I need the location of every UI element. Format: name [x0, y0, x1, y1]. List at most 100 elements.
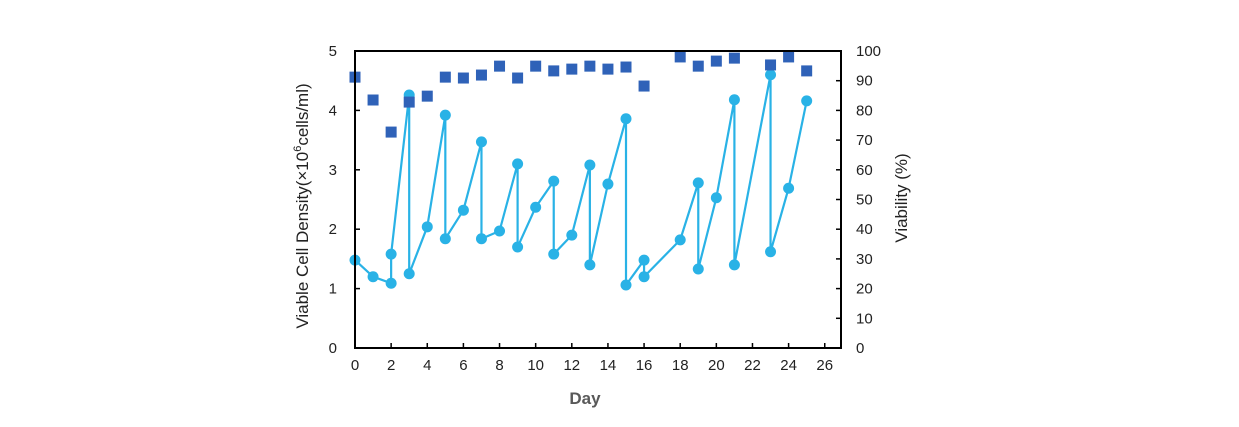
x-tick-label: 2 — [387, 357, 395, 374]
viability-point — [439, 71, 451, 83]
viability-point — [602, 63, 614, 75]
viability-point — [475, 69, 487, 81]
x-tick-label: 6 — [459, 357, 467, 374]
vcd-point — [765, 246, 777, 258]
viability-point — [494, 60, 506, 72]
y2-tick-label: 90 — [856, 73, 873, 90]
viability-point — [765, 59, 777, 71]
y2-tick-label: 20 — [856, 281, 873, 298]
viability-point — [512, 72, 524, 84]
x-tick-label: 0 — [351, 357, 359, 374]
vcd-point — [584, 259, 596, 271]
y2-tick-label: 80 — [856, 102, 873, 119]
vcd-point — [728, 259, 740, 271]
vcd-point — [403, 268, 415, 280]
vcd-point — [638, 254, 650, 266]
vcd-point — [692, 177, 704, 189]
vcd-point — [620, 279, 632, 291]
viability-point — [403, 96, 415, 108]
y2-tick-label: 70 — [856, 132, 873, 149]
x-tick-label: 16 — [636, 357, 653, 374]
vcd-point — [710, 192, 722, 204]
vcd-point — [765, 69, 777, 81]
vcd-point — [367, 271, 379, 283]
x-axis-title: Day — [569, 389, 601, 408]
vcd-point — [602, 178, 614, 190]
y-tick-label: 5 — [329, 43, 337, 60]
vcd-point — [620, 113, 632, 125]
viability-point — [710, 55, 722, 67]
vcd-point — [548, 175, 560, 187]
vcd-point — [566, 229, 578, 241]
viability-point — [530, 60, 542, 72]
viability-point — [728, 52, 740, 64]
viability-point — [801, 65, 813, 77]
vcd-point — [783, 182, 795, 194]
series-layer — [349, 51, 813, 291]
x-tick-label: 22 — [744, 357, 761, 374]
y-axis-title-superscript: 6 — [292, 146, 304, 152]
y2-tick-label: 40 — [856, 221, 873, 238]
vcd-point — [674, 234, 686, 246]
viability-point — [620, 61, 632, 73]
viability-point — [783, 51, 795, 63]
vcd-point — [475, 136, 487, 148]
x-tick-label: 20 — [708, 357, 725, 374]
viability-point — [566, 63, 578, 75]
viability-point — [385, 126, 397, 138]
x-tick-label: 10 — [527, 357, 544, 374]
y-axis-title-unit: cells/ml) — [293, 83, 312, 145]
labels-layer: 0 2 4 6 8 10 12 14 16 18 20 22 24 2601234501020304050… — [329, 43, 881, 374]
y-tick-label: 3 — [329, 162, 337, 179]
series-viability — [349, 51, 813, 138]
vcd-point — [728, 94, 740, 106]
vcd-point — [439, 233, 451, 245]
y2-tick-label: 30 — [856, 251, 873, 268]
vcd-point — [530, 201, 542, 213]
ticks-layer — [354, 79, 841, 348]
vcd-line — [354, 73, 808, 287]
x-tick-label: 26 — [816, 357, 833, 374]
series-viable-cell-density — [349, 69, 813, 291]
y-tick-label: 2 — [329, 221, 337, 238]
x-tick-label: 12 — [563, 357, 580, 374]
viability-point — [457, 72, 469, 84]
vcd-point — [475, 233, 487, 245]
viability-point — [584, 60, 596, 72]
y2-axis-title: Viability (%) — [892, 153, 911, 242]
vcd-point — [548, 248, 560, 260]
vcd-point — [801, 95, 813, 107]
viability-point — [421, 90, 433, 102]
y2-tick-label: 50 — [856, 192, 873, 209]
x-tick-label: 18 — [672, 357, 689, 374]
viability-point — [692, 60, 704, 72]
viability-point — [367, 94, 379, 106]
x-tick-label: 14 — [600, 357, 617, 374]
viability-point — [638, 80, 650, 92]
viability-point — [548, 65, 560, 77]
y2-tick-label: 0 — [856, 340, 864, 357]
y2-tick-label: 60 — [856, 162, 873, 179]
y-axis-title: Viable Cell Density(×106cells/ml) — [292, 83, 312, 328]
y2-tick-label: 10 — [856, 310, 873, 327]
vcd-point — [638, 271, 650, 283]
x-tick-label: 24 — [780, 357, 797, 374]
vcd-point — [421, 221, 433, 233]
y-axis-title-main: Viable Cell Density(×10 — [293, 152, 312, 329]
vcd-point — [385, 248, 397, 260]
vcd-point — [457, 204, 469, 216]
vcd-point — [494, 225, 506, 237]
x-tick-label: 8 — [495, 357, 503, 374]
x-tick-label: 4 — [423, 357, 431, 374]
vcd-point — [692, 263, 704, 275]
y-tick-label: 1 — [329, 281, 337, 298]
viability-point — [674, 51, 686, 63]
vcd-point — [512, 241, 524, 253]
y-tick-label: 4 — [329, 102, 337, 119]
vcd-point — [439, 109, 451, 121]
vcd-point — [512, 158, 524, 170]
vcd-point — [385, 277, 397, 289]
vcd-point — [584, 159, 596, 171]
y2-tick-label: 100 — [856, 43, 881, 60]
